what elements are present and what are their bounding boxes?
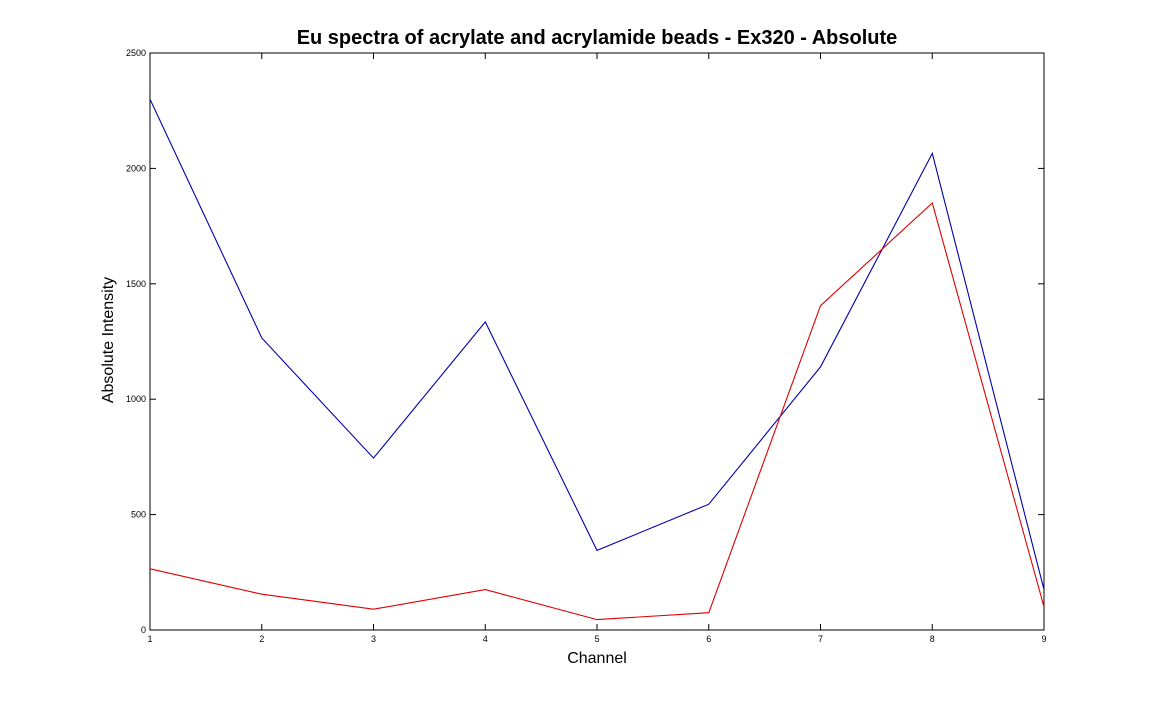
y-tick-label: 1000	[126, 394, 146, 404]
x-tick-label: 4	[483, 634, 488, 644]
series-line-2	[149, 201, 1045, 621]
chart-title: Eu spectra of acrylate and acrylamide be…	[297, 27, 898, 49]
x-tick-label: 5	[594, 634, 599, 644]
y-axis-ticks: 0 500 1000 1500 2000 2500	[126, 48, 1044, 635]
x-tick-label: 2	[259, 634, 264, 644]
y-tick-label: 2000	[126, 163, 146, 173]
x-tick-label: 1	[147, 634, 152, 644]
x-tick-label: 9	[1041, 634, 1046, 644]
x-tick-label: 8	[930, 634, 935, 644]
y-tick-label: 2500	[126, 48, 146, 58]
plot-area-frame	[149, 52, 1045, 631]
series-line-1	[149, 98, 1045, 590]
y-axis-label: Absolute Intensity	[100, 277, 117, 403]
data-series	[149, 98, 1045, 621]
y-tick-label: 1500	[126, 279, 146, 289]
y-tick-label: 0	[141, 625, 146, 635]
y-tick-label: 500	[131, 510, 146, 520]
x-tick-label: 6	[706, 634, 711, 644]
x-axis-label: Channel	[567, 650, 627, 667]
x-tick-label: 3	[371, 634, 376, 644]
x-axis-ticks: 1 2 3 4 5 6 7 8 9	[147, 53, 1047, 644]
x-tick-label: 7	[818, 634, 823, 644]
